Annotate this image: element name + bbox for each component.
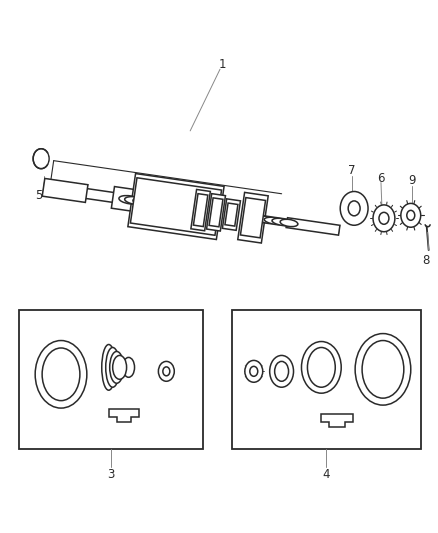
Polygon shape [131, 178, 222, 235]
Ellipse shape [35, 341, 87, 408]
Polygon shape [128, 174, 224, 239]
Polygon shape [194, 193, 208, 227]
Text: 6: 6 [377, 172, 385, 185]
Polygon shape [191, 189, 210, 231]
Ellipse shape [163, 367, 170, 376]
Ellipse shape [125, 197, 150, 205]
Text: 7: 7 [348, 164, 356, 177]
Ellipse shape [123, 358, 134, 377]
Ellipse shape [307, 348, 335, 387]
Polygon shape [286, 217, 340, 235]
Ellipse shape [275, 361, 289, 381]
Ellipse shape [355, 334, 411, 405]
Ellipse shape [270, 356, 293, 387]
Text: 1: 1 [218, 58, 226, 71]
Text: 5: 5 [35, 189, 43, 202]
Polygon shape [225, 203, 238, 226]
Polygon shape [209, 198, 223, 227]
Ellipse shape [42, 348, 80, 401]
Ellipse shape [245, 360, 263, 382]
Text: 9: 9 [408, 174, 416, 187]
Ellipse shape [401, 204, 421, 227]
Ellipse shape [407, 211, 415, 220]
Text: 4: 4 [322, 468, 330, 481]
Text: 3: 3 [107, 468, 114, 481]
Polygon shape [223, 199, 240, 230]
Polygon shape [109, 409, 138, 422]
Ellipse shape [110, 351, 124, 383]
Ellipse shape [106, 348, 120, 387]
Ellipse shape [280, 219, 298, 227]
Polygon shape [240, 198, 265, 238]
Ellipse shape [155, 201, 177, 209]
Ellipse shape [119, 196, 141, 204]
Ellipse shape [145, 199, 170, 208]
Ellipse shape [113, 356, 127, 379]
Ellipse shape [253, 215, 271, 223]
Ellipse shape [164, 202, 182, 210]
Ellipse shape [159, 361, 174, 381]
Ellipse shape [348, 201, 360, 216]
Polygon shape [75, 187, 123, 204]
Polygon shape [238, 192, 268, 243]
Polygon shape [111, 187, 142, 212]
Ellipse shape [264, 217, 288, 225]
Ellipse shape [250, 366, 258, 376]
Ellipse shape [133, 198, 160, 207]
Ellipse shape [272, 219, 294, 226]
Bar [19, 310, 203, 449]
Ellipse shape [373, 205, 395, 232]
Text: 8: 8 [422, 254, 429, 266]
Polygon shape [321, 414, 353, 427]
Bar [232, 310, 421, 449]
Ellipse shape [36, 152, 46, 166]
Polygon shape [207, 193, 226, 231]
Ellipse shape [33, 149, 49, 168]
Ellipse shape [362, 341, 404, 398]
Ellipse shape [258, 216, 279, 224]
Ellipse shape [379, 212, 389, 224]
Ellipse shape [340, 191, 368, 225]
Polygon shape [42, 179, 88, 203]
Ellipse shape [301, 342, 341, 393]
Ellipse shape [102, 344, 116, 390]
